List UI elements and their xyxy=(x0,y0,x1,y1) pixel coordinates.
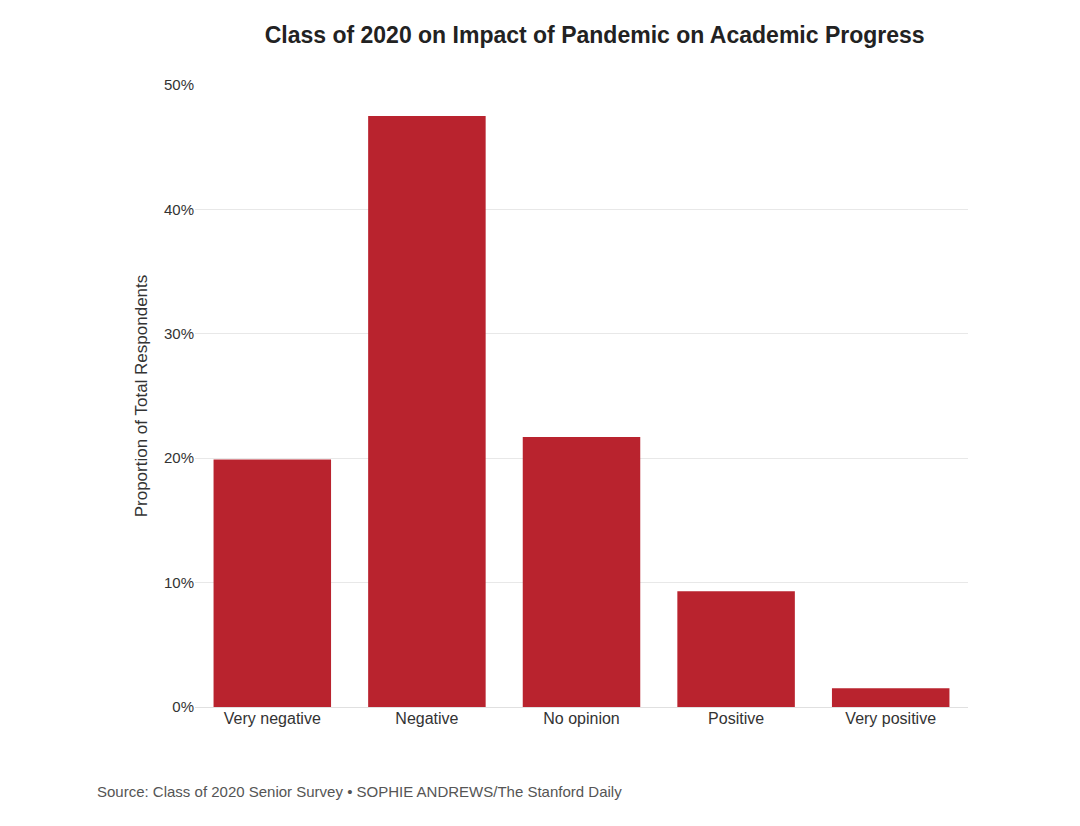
svg-text:No opinion: No opinion xyxy=(543,710,620,727)
svg-text:50%: 50% xyxy=(164,76,194,93)
svg-text:Negative: Negative xyxy=(395,710,458,727)
svg-text:Class of 2020 on Impact of Pan: Class of 2020 on Impact of Pandemic on A… xyxy=(265,22,925,48)
svg-text:0%: 0% xyxy=(172,698,194,715)
svg-text:Positive: Positive xyxy=(708,710,764,727)
svg-text:40%: 40% xyxy=(164,201,194,218)
svg-text:Very negative: Very negative xyxy=(224,710,321,727)
svg-text:10%: 10% xyxy=(164,574,194,591)
svg-text:Very positive: Very positive xyxy=(845,710,936,727)
svg-text:Source: Class of 2020 Senior S: Source: Class of 2020 Senior Survey • SO… xyxy=(97,783,622,800)
svg-text:Proportion of Total Respondent: Proportion of Total Respondents xyxy=(132,275,151,518)
svg-text:20%: 20% xyxy=(164,449,194,466)
svg-text:30%: 30% xyxy=(164,325,194,342)
